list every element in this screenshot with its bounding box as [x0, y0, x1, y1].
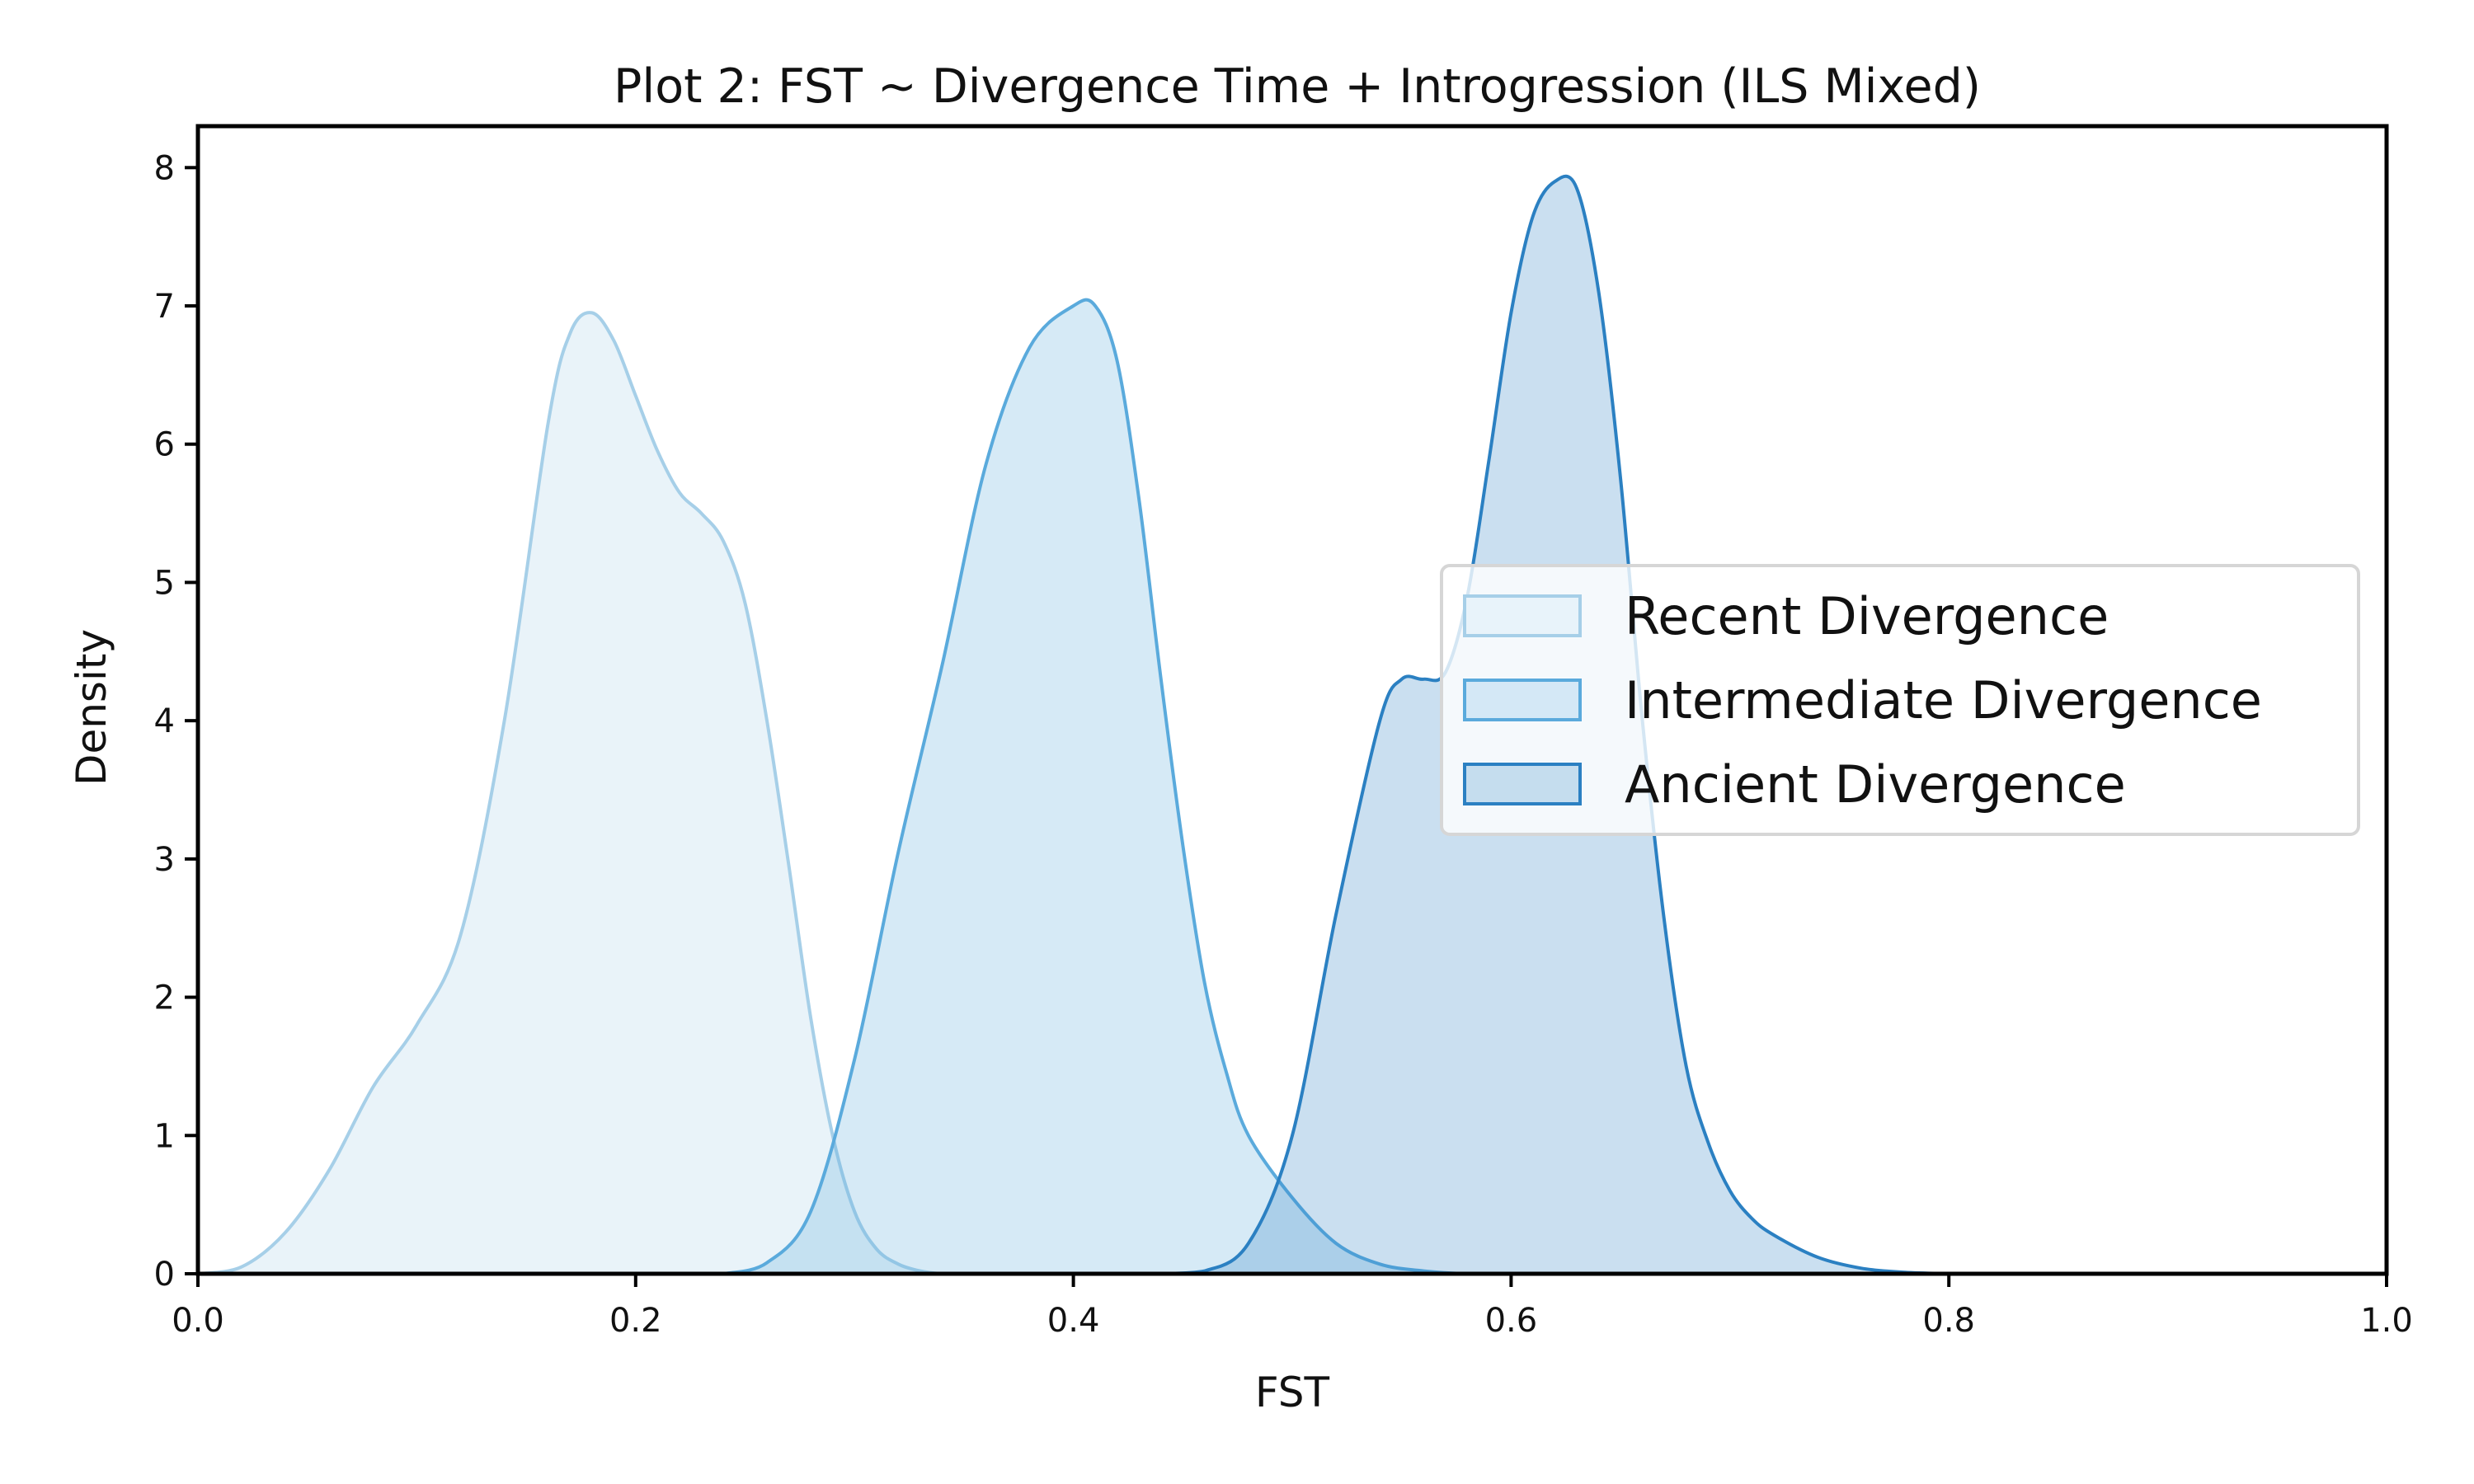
x-tick-label: 0.4 [1047, 1302, 1100, 1340]
density-area-1 [198, 312, 986, 1275]
y-tick-label: 5 [154, 564, 175, 602]
y-tick-label: 6 [154, 426, 175, 464]
y-axis-title: Density [68, 629, 115, 786]
y-tick-label: 1 [154, 1117, 175, 1155]
legend-items: Recent Divergence Intermediate Divergence… [1463, 586, 2262, 815]
x-tick-label: 0.8 [1922, 1302, 1975, 1340]
density-line-1 [197, 311, 986, 1275]
legend-swatch-1 [1463, 594, 1582, 637]
density-line-3 [1160, 174, 1950, 1275]
legend-swatch-3 [1463, 763, 1582, 805]
legend-label-1: Recent Divergence [1625, 586, 2109, 646]
x-tick-label: 1.0 [2360, 1302, 2413, 1340]
y-tick-label: 7 [154, 288, 175, 326]
x-tick-label: 0.2 [609, 1302, 662, 1340]
chart-title: Plot 2: FST ~ Divergence Time + Introgre… [614, 59, 1981, 114]
x-tick-label: 0.6 [1485, 1302, 1538, 1340]
y-tick-label: 2 [154, 979, 175, 1017]
y-tick-label: 3 [154, 841, 175, 879]
legend: Recent Divergence Intermediate Divergence… [1440, 564, 2360, 836]
plot-frame [195, 124, 2389, 1276]
y-tick-label: 4 [154, 702, 175, 740]
x-tick-label: 0.0 [172, 1302, 224, 1340]
legend-box [1440, 564, 2360, 836]
legend-label-3: Ancient Divergence [1625, 754, 2126, 815]
legend-label-2: Intermediate Divergence [1625, 670, 2262, 730]
density-line-2 [722, 298, 1512, 1275]
y-tick-label: 0 [154, 1256, 175, 1294]
y-tick-label: 8 [154, 149, 175, 187]
legend-swatch-2 [1463, 679, 1582, 721]
density-area-2 [723, 299, 1512, 1274]
y-axis: 0 1 2 3 4 5 6 7 8 [154, 149, 198, 1294]
x-axis: 0.0 0.2 0.4 0.6 0.8 1.0 [172, 1274, 2413, 1340]
x-axis-title: FST [1255, 1369, 1330, 1416]
